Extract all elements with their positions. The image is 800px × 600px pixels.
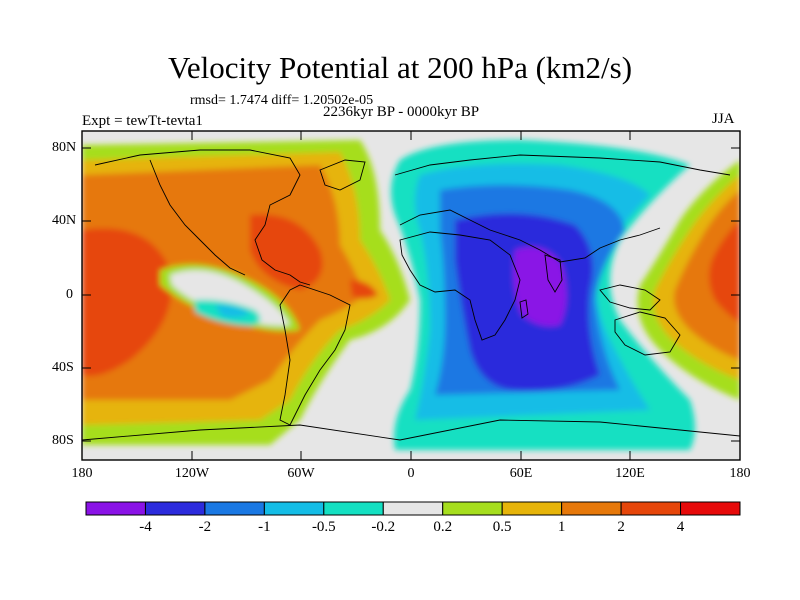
lon-label-180w: 180 [71,466,93,481]
madagascar-coast [519,299,529,319]
colorbar-swatch [323,501,384,516]
lon-label-60e: 60E [509,466,533,481]
colorbar-label: 4 [676,519,685,535]
colorbar-swatch [620,501,682,516]
experiment-label: Expt = tewTt-tevta1 [82,113,203,129]
longitude-ticks [81,131,741,460]
colorbar-label: 0.2 [433,519,453,535]
colorbar-swatch [501,501,563,516]
colorbar-label: -0.5 [311,519,336,535]
colorbar-swatch [442,501,503,516]
colorbar-label: 2 [617,519,625,535]
africa-coast [399,231,521,341]
lat-label-40s: 40S [52,360,74,375]
greenland-coast [319,159,366,191]
colorbar-label: -1 [258,519,271,535]
positive-region-west [82,140,410,445]
colorbar-label: -4 [139,519,152,535]
australia-coast [614,311,681,356]
velocity-potential-field [82,131,740,460]
antarctica-coast [82,419,740,441]
colorbar-label: -0.2 [371,519,396,535]
lat-label-0: 0 [66,287,73,302]
colorbar [85,501,741,516]
colorbar-swatch [144,501,206,516]
lon-label-180e: 180 [729,466,751,481]
eurasia-north-coast [394,154,731,176]
colorbar-swatch [680,501,741,516]
colorbar-label: 0.5 [492,519,512,535]
season-label: JJA [712,111,735,127]
coastlines [82,149,740,441]
lat-label-40n: 40N [52,213,77,228]
lat-label-80n: 80N [52,140,77,155]
period-label: 2236kyr BP - 0000kyr BP [323,104,480,120]
eurasia-south-coast [399,209,661,263]
negative-region-east [391,140,695,450]
india-coast [544,254,563,293]
stats-text: rmsd= 1.7474 diff= 1.20502e-05 [190,93,374,108]
colorbar-swatch [561,501,622,516]
lon-label-0: 0 [407,466,415,481]
map-title: Velocity Potential at 200 hPa (km2/s) [167,50,633,85]
north-america-coast [94,149,311,286]
colorbar-swatch [85,501,146,516]
lon-label-60w: 60W [287,466,315,481]
colorbar-swatch [263,501,325,516]
colorbar-swatch [382,501,444,516]
north-america-west-coast [149,159,246,276]
lon-label-120w: 120W [174,466,210,481]
maritime-continent-coast [599,284,661,311]
south-america-coast [279,284,351,426]
colorbar-label: 1 [557,519,566,535]
colorbar-label: -2 [198,519,212,535]
lat-label-80s: 80S [52,433,74,448]
latitude-ticks [82,147,740,442]
lon-label-120e: 120E [615,466,645,481]
colorbar-swatch [204,501,265,516]
